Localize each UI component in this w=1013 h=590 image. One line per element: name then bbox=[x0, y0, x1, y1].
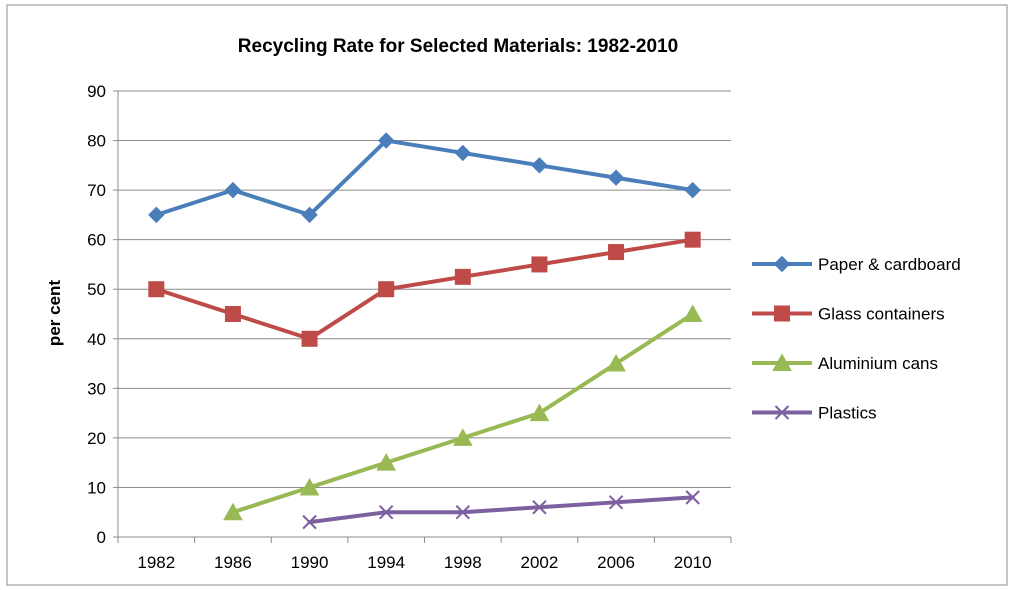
legend-label: Plastics bbox=[818, 404, 877, 423]
data-point bbox=[301, 206, 318, 224]
y-tick-label: 60 bbox=[87, 231, 106, 250]
y-tick-label: 70 bbox=[87, 181, 106, 200]
x-tick-label: 1986 bbox=[214, 553, 252, 572]
data-point bbox=[302, 514, 317, 530]
marker-stroke bbox=[608, 495, 624, 510]
x-tick-label: 1990 bbox=[291, 553, 329, 572]
y-tick-label: 30 bbox=[87, 379, 106, 398]
marker-stroke bbox=[685, 490, 700, 505]
data-point bbox=[684, 181, 701, 199]
y-tick-label: 10 bbox=[87, 478, 106, 497]
legend-label: Aluminium cans bbox=[818, 354, 938, 373]
marker-stroke bbox=[378, 505, 394, 520]
data-point bbox=[606, 354, 626, 372]
series-line bbox=[154, 138, 695, 217]
series-2 bbox=[223, 304, 703, 521]
legend-item: Plastics bbox=[752, 404, 877, 423]
legend-item: Glass containers bbox=[752, 305, 945, 324]
y-tick-label: 80 bbox=[87, 132, 106, 151]
data-point bbox=[529, 403, 550, 422]
data-point bbox=[452, 428, 473, 446]
data-point bbox=[685, 490, 700, 505]
series-group bbox=[148, 132, 703, 530]
data-point bbox=[378, 281, 395, 298]
data-point bbox=[684, 231, 701, 248]
legend-label: Glass containers bbox=[818, 305, 945, 324]
data-point bbox=[378, 505, 394, 520]
data-point bbox=[531, 157, 548, 174]
x-tick-label: 1998 bbox=[444, 553, 482, 572]
legend: Paper & cardboard Glass containers Alumini… bbox=[752, 255, 961, 423]
chart-title: Recycling Rate for Selected Materials: 1… bbox=[238, 36, 678, 57]
data-point bbox=[148, 281, 165, 298]
series-3 bbox=[302, 490, 700, 530]
data-point bbox=[299, 477, 320, 496]
x-tick-label: 2002 bbox=[521, 553, 559, 572]
marker-stroke bbox=[455, 505, 471, 520]
data-point bbox=[608, 244, 625, 261]
legend-item: Paper & cardboard bbox=[752, 255, 961, 274]
y-tick-label: 50 bbox=[87, 280, 106, 299]
data-point bbox=[532, 500, 547, 515]
legend-marker bbox=[772, 353, 792, 371]
data-point bbox=[224, 181, 242, 199]
x-tick-label: 1982 bbox=[137, 553, 175, 572]
y-tick-labels: 0 10 20 30 40 50 60 70 80 90 bbox=[87, 82, 106, 547]
legend-marker bbox=[773, 255, 791, 273]
gridlines bbox=[118, 90, 731, 488]
data-point bbox=[455, 505, 471, 520]
x-tick-label: 2010 bbox=[674, 553, 712, 572]
y-tick-label: 0 bbox=[97, 528, 106, 547]
data-point bbox=[454, 268, 471, 285]
data-point bbox=[454, 144, 472, 162]
legend-item: Aluminium cans bbox=[752, 353, 938, 373]
data-point bbox=[531, 256, 548, 273]
data-point bbox=[376, 453, 397, 471]
marker-stroke bbox=[302, 514, 317, 530]
data-point bbox=[148, 206, 165, 224]
marker-stroke bbox=[532, 500, 547, 515]
legend-marker bbox=[774, 305, 790, 322]
y-tick-label: 20 bbox=[87, 429, 106, 448]
legend-marker bbox=[774, 405, 790, 420]
legend-label: Paper & cardboard bbox=[818, 255, 961, 274]
data-point bbox=[224, 306, 241, 322]
series-1 bbox=[148, 231, 701, 347]
y-tick-label: 90 bbox=[87, 82, 106, 101]
series-line bbox=[307, 495, 695, 525]
x-tick-label: 2006 bbox=[597, 553, 635, 572]
series-line bbox=[154, 237, 695, 341]
series-0 bbox=[148, 132, 701, 224]
axes bbox=[113, 90, 732, 543]
data-point bbox=[607, 169, 625, 186]
x-tick-labels: 1982 1986 1990 1994 1998 2002 2006 2010 bbox=[137, 553, 711, 572]
data-point bbox=[608, 495, 624, 510]
data-point bbox=[301, 330, 318, 347]
data-point bbox=[223, 502, 243, 521]
data-point bbox=[377, 132, 395, 149]
y-axis-label: per cent bbox=[45, 280, 64, 346]
marker-stroke bbox=[774, 405, 790, 420]
x-tick-label: 1994 bbox=[367, 553, 405, 572]
data-point bbox=[682, 304, 703, 322]
y-tick-label: 40 bbox=[87, 330, 106, 349]
